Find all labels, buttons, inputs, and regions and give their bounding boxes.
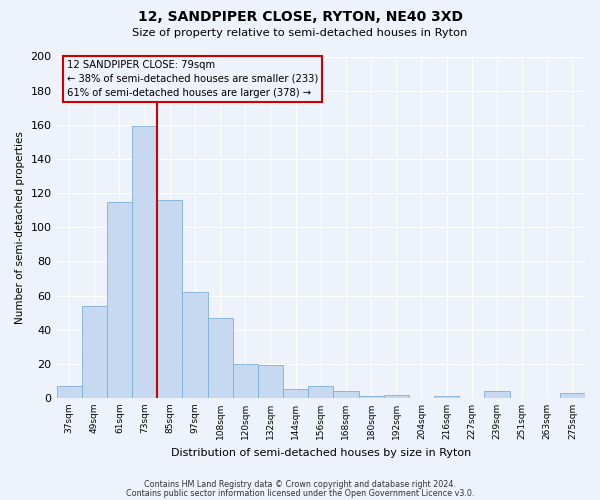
Bar — [208, 318, 233, 398]
Text: Contains HM Land Registry data © Crown copyright and database right 2024.: Contains HM Land Registry data © Crown c… — [144, 480, 456, 489]
Bar — [434, 396, 459, 398]
Bar — [258, 366, 283, 398]
Text: 12, SANDPIPER CLOSE, RYTON, NE40 3XD: 12, SANDPIPER CLOSE, RYTON, NE40 3XD — [137, 10, 463, 24]
Y-axis label: Number of semi-detached properties: Number of semi-detached properties — [15, 131, 25, 324]
Bar — [56, 386, 82, 398]
Bar — [132, 126, 157, 398]
X-axis label: Distribution of semi-detached houses by size in Ryton: Distribution of semi-detached houses by … — [170, 448, 471, 458]
Bar — [82, 306, 107, 398]
Bar — [107, 202, 132, 398]
Bar — [484, 391, 509, 398]
Bar — [233, 364, 258, 398]
Bar — [283, 390, 308, 398]
Bar — [182, 292, 208, 398]
Bar — [334, 391, 359, 398]
Bar — [383, 394, 409, 398]
Bar — [157, 200, 182, 398]
Bar — [560, 393, 585, 398]
Bar — [308, 386, 334, 398]
Text: Size of property relative to semi-detached houses in Ryton: Size of property relative to semi-detach… — [133, 28, 467, 38]
Bar — [359, 396, 383, 398]
Text: 12 SANDPIPER CLOSE: 79sqm
← 38% of semi-detached houses are smaller (233)
61% of: 12 SANDPIPER CLOSE: 79sqm ← 38% of semi-… — [67, 60, 319, 98]
Text: Contains public sector information licensed under the Open Government Licence v3: Contains public sector information licen… — [126, 488, 474, 498]
